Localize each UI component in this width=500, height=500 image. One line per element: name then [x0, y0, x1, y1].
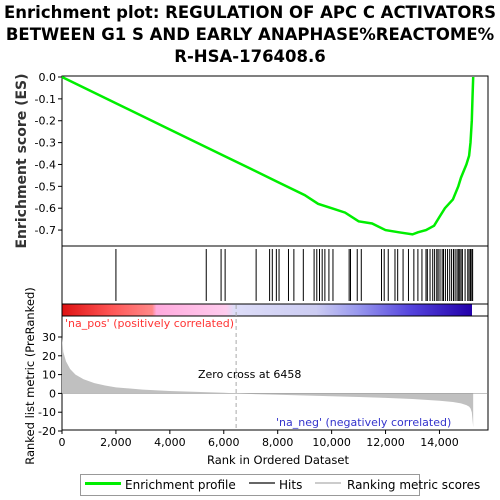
neg-label: 'na_neg' (negatively correlated): [276, 416, 451, 429]
es-y-tick-label: -0.2: [35, 115, 56, 128]
metric-y-tick-label: 0: [49, 387, 56, 400]
x-tick-label: 2,000: [100, 436, 132, 449]
legend-metric-label: Ranking metric scores: [347, 478, 481, 492]
legend-hits-label: Hits: [279, 478, 303, 492]
metric-y-tick-label: 30: [42, 331, 56, 344]
es-y-tick-label: -0.3: [35, 137, 56, 150]
hits-panel: [61, 245, 489, 305]
metric-y-axis-label: Ranked list metric (PreRanked): [23, 287, 37, 465]
metric-y-tick-label: -20: [38, 425, 56, 438]
enrichment-profile-line: [61, 75, 475, 236]
x-tick-label: 8,000: [262, 436, 294, 449]
legend: Enrichment profile Hits Ranking metric s…: [80, 474, 480, 496]
metric-y-tick-label: 20: [42, 350, 56, 363]
x-tick-label: 12,000: [366, 436, 405, 449]
es-y-tick-label: -0.5: [35, 180, 56, 193]
es-y-tick-label: -0.6: [35, 202, 56, 215]
es-y-tick-label: -0.4: [35, 158, 56, 171]
legend-hits-swatch: [249, 482, 275, 484]
rank-color-bar: [62, 304, 472, 316]
title-line-2: BETWEEN G1 S AND EARLY ANAPHASE%REACTOME…: [5, 25, 495, 44]
metric-y-tick-label: -10: [38, 406, 56, 419]
es-y-tick-label: -0.1: [35, 93, 56, 106]
es-y-tick-label: -0.7: [35, 224, 56, 237]
chart-title: Enrichment plot: REGULATION OF APC C ACT…: [0, 2, 500, 68]
metric-panel: [61, 315, 489, 431]
x-tick-label: 0: [59, 436, 66, 449]
es-y-tick-label: 0.0: [39, 71, 57, 84]
legend-profile-label: Enrichment profile: [125, 478, 236, 492]
es-y-axis-label: Enrichment score (ES): [14, 73, 30, 248]
x-axis-label: Rank in Ordered Dataset: [207, 453, 350, 467]
x-tick-label: 6,000: [208, 436, 240, 449]
title-line-1: Enrichment plot: REGULATION OF APC C ACT…: [4, 3, 496, 22]
pos-label: 'na_pos' (positively correlated): [65, 317, 234, 330]
x-tick-label: 14,000: [420, 436, 459, 449]
zero-cross-label: Zero cross at 6458: [198, 368, 301, 381]
legend-profile-swatch: [85, 482, 121, 485]
x-tick-label: 4,000: [154, 436, 186, 449]
es-panel: [61, 75, 489, 247]
legend-metric-swatch: [315, 482, 341, 484]
x-tick-label: 10,000: [312, 436, 351, 449]
metric-y-tick-label: 10: [42, 369, 56, 382]
title-line-3: R-HSA-176408.6: [174, 47, 326, 66]
